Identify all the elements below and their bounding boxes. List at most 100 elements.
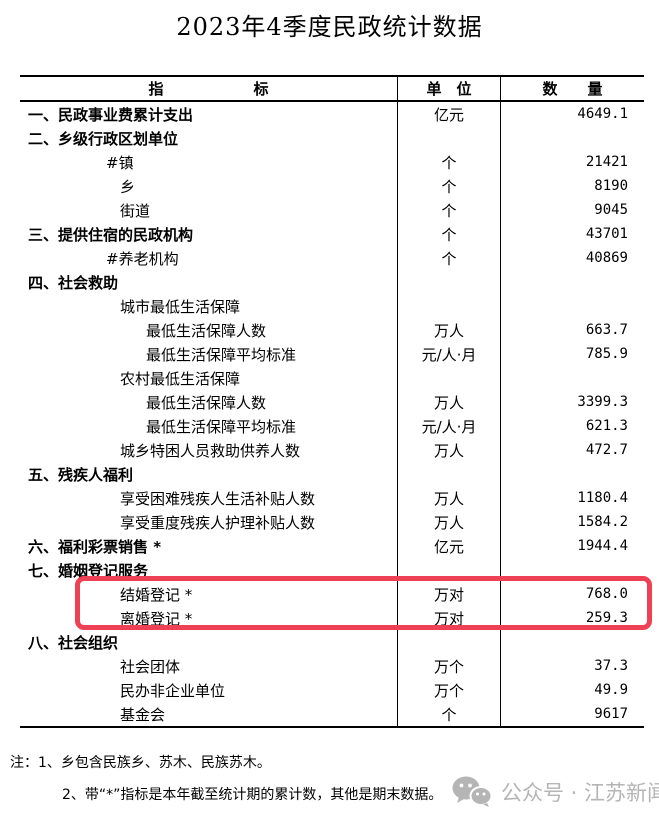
value-cell (500, 126, 644, 150)
unit-cell: 个 (397, 150, 500, 174)
table-row: #镇 个 21421 (20, 150, 644, 174)
unit-cell: 万人 (397, 510, 500, 534)
page-title: 2023年4季度民政统计数据 (176, 13, 483, 41)
table-row: 最低生活保障平均标准 元/人·月 785.9 (20, 342, 644, 366)
unit-cell: 个 (397, 222, 500, 246)
value-cell (500, 462, 644, 486)
indicator-cell: 街道 (120, 201, 151, 220)
indicator-cell: 三、提供住宿的民政机构 (28, 225, 194, 244)
indicator-cell: 离婚登记 * (120, 609, 193, 628)
value-cell: 472.7 (500, 438, 644, 462)
indicator-cell: #养老机构 (106, 249, 179, 268)
unit-cell: 个 (397, 198, 500, 222)
unit-cell: 万人 (397, 318, 500, 342)
unit-cell: 个 (397, 246, 500, 270)
value-cell: 1944.4 (500, 534, 644, 558)
table-row: 基金会 个 9617 (20, 702, 644, 726)
unit-cell (397, 462, 500, 486)
value-cell: 785.9 (500, 342, 644, 366)
table-row-divorce: 离婚登记 * 万对 259.3 (20, 606, 644, 630)
table-row: 最低生活保障平均标准 元/人·月 621.3 (20, 414, 644, 438)
value-cell: 40869 (500, 246, 644, 270)
unit-cell: 万对 (397, 582, 500, 606)
table-row: 八、社会组织 (20, 630, 644, 654)
value-cell: 1584.2 (500, 510, 644, 534)
table-row: 二、乡级行政区划单位 (20, 126, 644, 150)
indicator-cell: 享受重度残疾人护理补贴人数 (120, 513, 316, 532)
unit-cell (397, 294, 500, 318)
indicator-cell: 七、婚姻登记服务 (28, 561, 149, 580)
table-row: #养老机构 个 40869 (20, 246, 644, 270)
unit-cell: 亿元 (397, 102, 500, 126)
indicator-cell: 四、社会救助 (28, 273, 119, 292)
table-row: 一、民政事业费累计支出 亿元 4649.1 (20, 102, 644, 126)
table-row: 城市最低生活保障 (20, 294, 644, 318)
header-indicator: 指 标 (148, 80, 269, 98)
watermark: 公众号 · 江苏新闻 (452, 776, 659, 807)
value-cell: 21421 (500, 150, 644, 174)
indicator-cell: 享受困难残疾人生活补贴人数 (120, 489, 316, 508)
unit-cell (397, 270, 500, 294)
value-cell: 621.3 (500, 414, 644, 438)
value-cell (500, 366, 644, 390)
indicator-cell: 民办非企业单位 (120, 681, 226, 700)
table-row: 六、福利彩票销售 * 亿元 1944.4 (20, 534, 644, 558)
note-line-1: 注：1、乡包含民族乡、苏木、民族苏木。 (10, 755, 271, 771)
value-cell: 1180.4 (500, 486, 644, 510)
header-unit: 单 位 (397, 77, 500, 100)
unit-cell: 万个 (397, 654, 500, 678)
indicator-cell: 一、民政事业费累计支出 (28, 105, 194, 124)
unit-cell: 亿元 (397, 534, 500, 558)
unit-cell: 万个 (397, 678, 500, 702)
indicator-cell: 最低生活保障平均标准 (146, 417, 297, 436)
table-row: 七、婚姻登记服务 (20, 558, 644, 582)
table-row: 街道 个 9045 (20, 198, 644, 222)
indicator-cell: #镇 (106, 153, 134, 172)
stats-table: 指 标 单 位 数 量 一、民政事业费累计支出 亿元 4649.1 二、乡级行政… (20, 75, 644, 728)
unit-cell: 元/人·月 (397, 342, 500, 366)
unit-cell (397, 558, 500, 582)
unit-cell: 元/人·月 (397, 414, 500, 438)
header-quantity: 数 量 (500, 77, 644, 100)
unit-cell: 万人 (397, 486, 500, 510)
indicator-cell: 最低生活保障人数 (146, 321, 267, 340)
note-line-2: 2、带“*”指标是本年截至统计期的累计数，其他是期末数据。 (62, 787, 443, 803)
indicator-cell: 乡 (120, 177, 136, 196)
value-cell (500, 558, 644, 582)
table-row-marriage: 结婚登记 * 万对 768.0 (20, 582, 644, 606)
table-row: 三、提供住宿的民政机构 个 43701 (20, 222, 644, 246)
value-cell: 37.3 (500, 654, 644, 678)
value-cell: 8190 (500, 174, 644, 198)
table-row: 乡 个 8190 (20, 174, 644, 198)
indicator-cell: 社会团体 (120, 657, 181, 676)
indicator-cell: 城乡特困人员救助供养人数 (120, 441, 301, 460)
value-cell: 4649.1 (500, 102, 644, 126)
watermark-text: 公众号 · 江苏新闻 (501, 780, 659, 805)
unit-cell: 万人 (397, 438, 500, 462)
indicator-cell: 农村最低生活保障 (120, 369, 241, 388)
table-row: 社会团体 万个 37.3 (20, 654, 644, 678)
unit-cell (397, 366, 500, 390)
indicator-cell: 二、乡级行政区划单位 (28, 129, 179, 148)
value-cell: 663.7 (500, 318, 644, 342)
unit-cell: 万人 (397, 390, 500, 414)
value-cell: 768.0 (500, 582, 644, 606)
unit-cell (397, 630, 500, 654)
unit-cell: 个 (397, 702, 500, 726)
table-row: 最低生活保障人数 万人 3399.3 (20, 390, 644, 414)
table-row: 城乡特困人员救助供养人数 万人 472.7 (20, 438, 644, 462)
value-cell: 49.9 (500, 678, 644, 702)
indicator-cell: 五、残疾人福利 (28, 465, 134, 484)
wechat-icon (452, 776, 492, 807)
table-row: 五、残疾人福利 (20, 462, 644, 486)
highlight-box (75, 576, 652, 630)
value-cell (500, 270, 644, 294)
indicator-cell: 最低生活保障人数 (146, 393, 267, 412)
value-cell: 43701 (500, 222, 644, 246)
indicator-cell: 最低生活保障平均标准 (146, 345, 297, 364)
value-cell: 9045 (500, 198, 644, 222)
value-cell: 259.3 (500, 606, 644, 630)
indicator-cell: 六、福利彩票销售 * (28, 537, 162, 556)
table-header-row: 指 标 单 位 数 量 (20, 77, 644, 102)
